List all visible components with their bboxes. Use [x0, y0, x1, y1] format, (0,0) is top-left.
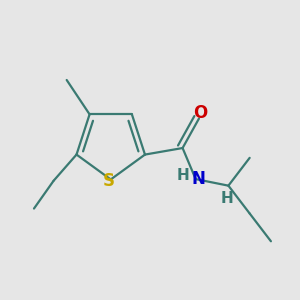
Text: H: H — [220, 190, 233, 206]
Text: H: H — [177, 168, 190, 183]
Text: O: O — [194, 104, 208, 122]
Text: N: N — [191, 170, 205, 188]
Text: S: S — [103, 172, 115, 190]
